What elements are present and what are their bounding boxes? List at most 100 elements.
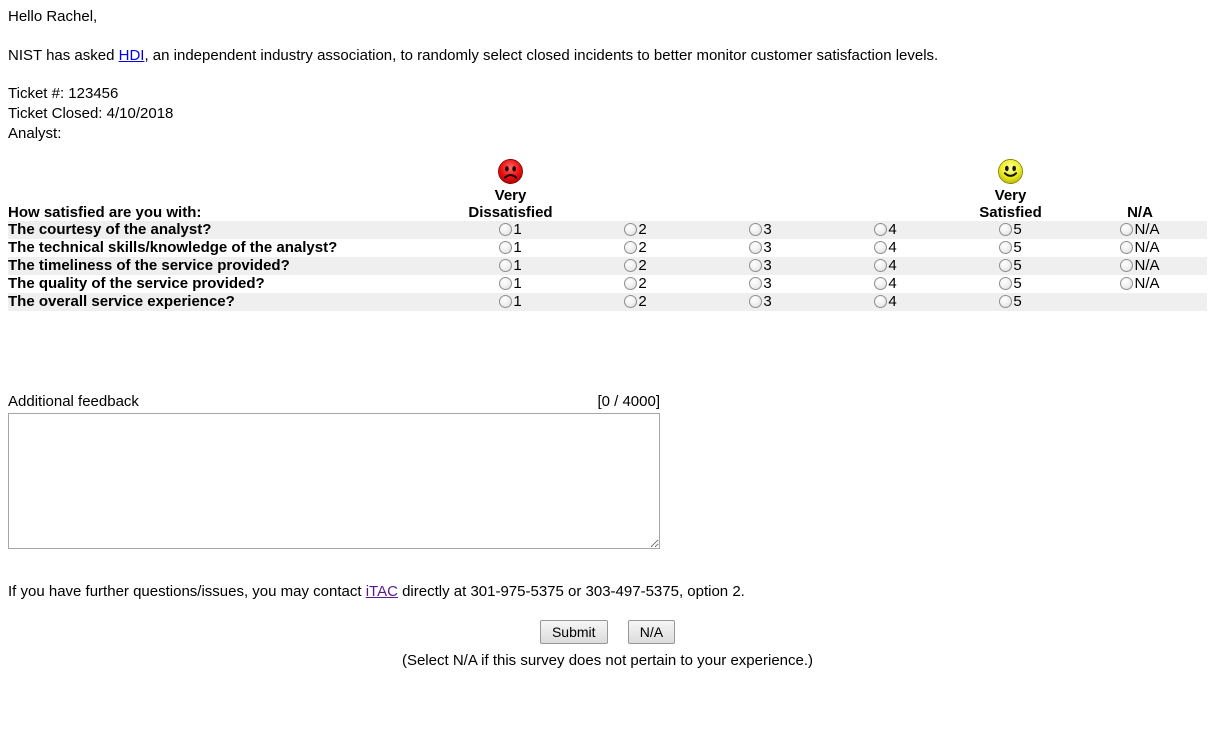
additional-feedback-textarea[interactable] xyxy=(8,413,660,549)
radio-q2-1[interactable] xyxy=(499,241,513,254)
rating-option[interactable]: 2 xyxy=(624,221,647,238)
analyst-line: Analyst: xyxy=(8,125,62,142)
radio-q4-5[interactable] xyxy=(999,277,1013,290)
radio-q5-2[interactable] xyxy=(624,295,638,308)
ticket-info: Ticket #: 123456 Ticket Closed: 4/10/201… xyxy=(8,84,1207,144)
very-satisfied-label-line2: Satisfied xyxy=(979,204,1042,221)
rating-option[interactable]: 2 xyxy=(624,275,647,292)
rating-option[interactable]: 1 xyxy=(499,239,522,256)
radio-q1-1[interactable] xyxy=(499,223,513,236)
rating-option[interactable]: 3 xyxy=(749,275,772,292)
rating-option[interactable]: 2 xyxy=(624,293,647,310)
radio-q3-5[interactable] xyxy=(999,259,1013,272)
rating-option[interactable]: 4 xyxy=(874,275,897,292)
intro-paragraph: NIST has asked HDI, an independent indus… xyxy=(8,47,1207,64)
rating-option[interactable]: 4 xyxy=(874,221,897,238)
rating-option[interactable]: 5 xyxy=(999,293,1022,310)
survey-row-courtesy: The courtesy of the analyst? 1 2 3 4 5 N… xyxy=(8,221,1207,239)
radio-q1-2[interactable] xyxy=(624,223,638,236)
contact-paragraph: If you have further questions/issues, yo… xyxy=(8,583,1207,600)
survey-row-overall: The overall service experience? 1 2 3 4 … xyxy=(8,293,1207,311)
contact-text-after: directly at 301-975-5375 or 303-497-5375… xyxy=(397,583,745,600)
rating-option[interactable]: 5 xyxy=(999,257,1022,274)
rating-option[interactable]: 1 xyxy=(499,275,522,292)
very-satisfied-label-line1: Very xyxy=(994,187,1027,204)
radio-q2-4[interactable] xyxy=(874,241,888,254)
radio-q5-1[interactable] xyxy=(499,295,513,308)
question-label: The technical skills/knowledge of the an… xyxy=(8,239,338,256)
rating-option-na[interactable]: N/A xyxy=(1120,257,1160,274)
empty-header-3 xyxy=(698,158,823,221)
hdi-link[interactable]: HDI xyxy=(118,47,145,64)
radio-q4-4[interactable] xyxy=(874,277,888,290)
very-dissatisfied-label-line2: Dissatisfied xyxy=(468,204,553,221)
rating-option[interactable]: 3 xyxy=(749,257,772,274)
radio-q3-4[interactable] xyxy=(874,259,888,272)
radio-q2-na[interactable] xyxy=(1120,241,1134,254)
survey-row-technical-skills: The technical skills/knowledge of the an… xyxy=(8,239,1207,257)
additional-feedback-section: Additional feedback [0 / 4000] xyxy=(8,393,660,553)
radio-q1-3[interactable] xyxy=(749,223,763,236)
rating-option[interactable]: 5 xyxy=(999,239,1022,256)
very-dissatisfied-label-line1: Very xyxy=(494,187,527,204)
contact-text-before: If you have further questions/issues, yo… xyxy=(8,583,366,600)
radio-q4-3[interactable] xyxy=(749,277,763,290)
question-label: The quality of the service provided? xyxy=(8,275,265,292)
empty-header-2 xyxy=(573,158,698,221)
radio-q3-3[interactable] xyxy=(749,259,763,272)
radio-q4-na[interactable] xyxy=(1120,277,1134,290)
radio-q1-4[interactable] xyxy=(874,223,888,236)
na-caption: (Select N/A if this survey does not pert… xyxy=(401,652,814,669)
rating-option[interactable]: 4 xyxy=(874,257,897,274)
rating-option[interactable]: 3 xyxy=(749,221,772,238)
radio-q1-na[interactable] xyxy=(1120,223,1134,236)
radio-q3-2[interactable] xyxy=(624,259,638,272)
question-label: The courtesy of the analyst? xyxy=(8,221,212,238)
intro-text-after: , an independent industry association, t… xyxy=(144,47,939,64)
ticket-closed-line: Ticket Closed: 4/10/2018 xyxy=(8,105,174,122)
radio-q1-5[interactable] xyxy=(999,223,1013,236)
action-buttons: Submit N/A xyxy=(8,620,1207,644)
rating-option-na[interactable]: N/A xyxy=(1120,221,1160,238)
rating-option-na[interactable]: N/A xyxy=(1120,275,1160,292)
rating-option[interactable]: 4 xyxy=(874,293,897,310)
submit-button[interactable]: Submit xyxy=(539,620,608,644)
very-satisfied-header: Very Satisfied xyxy=(948,158,1073,221)
rating-option[interactable]: 4 xyxy=(874,239,897,256)
radio-q5-4[interactable] xyxy=(874,295,888,308)
radio-q5-3[interactable] xyxy=(749,295,763,308)
rating-option[interactable]: 2 xyxy=(624,257,647,274)
rating-option[interactable]: 1 xyxy=(499,221,522,238)
radio-q3-na[interactable] xyxy=(1120,259,1134,272)
empty-na-cell xyxy=(1073,293,1207,311)
character-counter: [0 / 4000] xyxy=(597,393,660,410)
rating-option[interactable]: 2 xyxy=(624,239,647,256)
satisfaction-table: How satisfied are you with: xyxy=(8,158,1207,311)
rating-option[interactable]: 3 xyxy=(749,239,772,256)
na-button[interactable]: N/A xyxy=(627,620,676,644)
feedback-label: Additional feedback xyxy=(8,393,139,410)
intro-text-before: NIST has asked xyxy=(8,47,119,64)
rating-option-na[interactable]: N/A xyxy=(1120,239,1160,256)
rating-option[interactable]: 5 xyxy=(999,275,1022,292)
table-header-row: How satisfied are you with: xyxy=(8,158,1207,221)
radio-q2-5[interactable] xyxy=(999,241,1013,254)
radio-q5-5[interactable] xyxy=(999,295,1013,308)
radio-q4-2[interactable] xyxy=(624,277,638,290)
ticket-number-line: Ticket #: 123456 xyxy=(8,85,119,102)
rating-option[interactable]: 1 xyxy=(499,257,522,274)
survey-row-timeliness: The timeliness of the service provided? … xyxy=(8,257,1207,275)
question-column-header: How satisfied are you with: xyxy=(8,204,202,221)
empty-header-4 xyxy=(823,158,948,221)
question-label: The overall service experience? xyxy=(8,293,235,310)
rating-option[interactable]: 3 xyxy=(749,293,772,310)
rating-option[interactable]: 1 xyxy=(499,293,522,310)
very-satisfied-face-icon xyxy=(997,158,1024,185)
very-dissatisfied-header: Very Dissatisfied xyxy=(448,158,573,221)
radio-q2-3[interactable] xyxy=(749,241,763,254)
itac-link[interactable]: iTAC xyxy=(365,583,398,600)
radio-q3-1[interactable] xyxy=(499,259,513,272)
radio-q4-1[interactable] xyxy=(499,277,513,290)
radio-q2-2[interactable] xyxy=(624,241,638,254)
rating-option[interactable]: 5 xyxy=(999,221,1022,238)
